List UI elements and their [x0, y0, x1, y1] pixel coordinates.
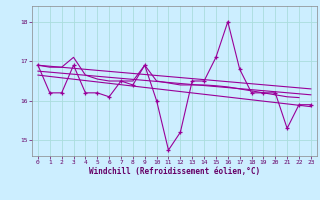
X-axis label: Windchill (Refroidissement éolien,°C): Windchill (Refroidissement éolien,°C) — [89, 167, 260, 176]
